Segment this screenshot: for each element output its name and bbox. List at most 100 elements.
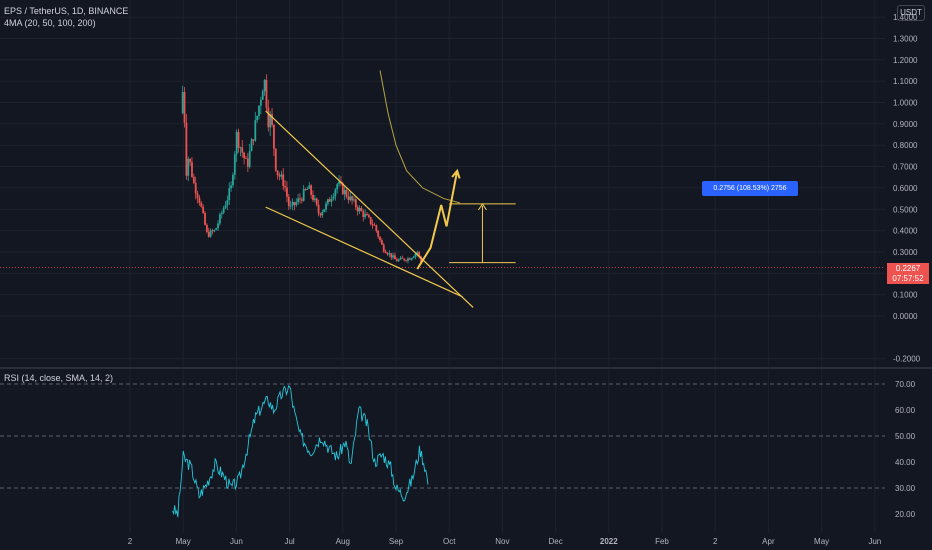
- candle-body: [343, 190, 346, 195]
- candle-body: [273, 124, 275, 149]
- time-tick-label: Jun: [868, 537, 881, 546]
- rsi-legend[interactable]: RSI (14, close, SMA, 14, 2): [4, 373, 114, 383]
- price-tick-label: 0.6000: [893, 184, 918, 193]
- candle-body: [232, 174, 234, 186]
- candle-body: [397, 259, 400, 262]
- projection-path: [416, 170, 459, 270]
- candle-body: [202, 206, 205, 213]
- symbol-title[interactable]: EPS / TetherUS, 1D, BINANCE: [4, 6, 129, 16]
- candle-body: [306, 188, 309, 190]
- candle-body: [379, 236, 381, 241]
- candle-body: [300, 199, 303, 201]
- candle-body: [271, 114, 273, 125]
- rsi-tick-label: 50.00: [895, 432, 916, 441]
- candle-body: [181, 91, 184, 114]
- candle-body: [230, 185, 232, 189]
- rsi-axis[interactable]: 20.00 30.00 40.00 50.00 60.00 70.00: [895, 380, 916, 519]
- candle-body: [282, 174, 285, 186]
- candle-body: [375, 225, 378, 231]
- candle-body: [334, 189, 337, 197]
- price-range-measure[interactable]: [449, 203, 516, 264]
- price-tick-label: 0.0000: [893, 312, 918, 321]
- candle-body: [263, 79, 266, 92]
- candle-body: [205, 224, 208, 232]
- candle-body: [228, 188, 231, 201]
- candle-body: [341, 183, 344, 195]
- candle-body: [245, 158, 247, 159]
- candle-body: [269, 114, 272, 128]
- candle-body: [381, 240, 383, 245]
- candle-body: [364, 214, 367, 218]
- candle-body: [278, 175, 281, 177]
- candle-body: [388, 253, 391, 255]
- price-candles: [181, 74, 422, 265]
- candle-body: [200, 202, 203, 207]
- candle-body: [313, 198, 316, 201]
- time-tick-label: 2: [128, 537, 133, 546]
- candle-body: [360, 208, 363, 212]
- candle-body: [295, 202, 298, 205]
- candle-body: [401, 257, 404, 259]
- price-tick-label: 0.8000: [893, 141, 918, 150]
- price-tick-label: 1.0000: [893, 99, 918, 108]
- candle-body: [252, 139, 255, 141]
- candle-body: [259, 99, 262, 106]
- candle-body: [239, 147, 242, 149]
- candle-body: [373, 225, 376, 226]
- candle-body: [328, 199, 331, 202]
- candle-body: [194, 182, 197, 194]
- candle-body: [356, 207, 359, 212]
- candle-body: [287, 196, 290, 207]
- time-axis[interactable]: 2 May Jun Jul Aug Sep Oct Nov Dec 2022 Feb 2 Apr May J…: [128, 537, 881, 546]
- candle-body: [399, 257, 402, 260]
- candle-body: [371, 223, 374, 226]
- candle-body: [265, 79, 268, 108]
- candle-body: [289, 205, 292, 207]
- wedge-lower-line: [265, 206, 463, 298]
- candle-body: [332, 196, 335, 199]
- ma-legend[interactable]: 4MA (20, 50, 100, 200): [4, 18, 96, 28]
- time-tick-label: Oct: [443, 537, 456, 546]
- candle-body: [250, 139, 253, 152]
- time-tick-label: Dec: [548, 537, 562, 546]
- rsi-tick-label: 60.00: [895, 406, 916, 415]
- candle-body: [323, 209, 326, 212]
- currency-button[interactable]: USDT: [897, 5, 925, 21]
- candle-body: [418, 252, 421, 257]
- candle-body: [220, 212, 223, 215]
- price-tick-label: 1.3000: [893, 34, 918, 43]
- candle-body: [258, 105, 260, 116]
- candle-body: [366, 214, 368, 216]
- candle-body: [276, 170, 279, 176]
- candle-body: [369, 217, 372, 224]
- time-tick-label: 2022: [600, 537, 618, 546]
- price-tick-label: 0.9000: [893, 120, 918, 129]
- candle-body: [204, 212, 206, 225]
- candle-body: [217, 223, 219, 229]
- moving-average-line: [379, 70, 460, 204]
- candle-body: [414, 253, 417, 257]
- candle-body: [209, 230, 212, 237]
- price-axis[interactable]: -0.20000.00000.10000.20000.30000.40000.5…: [893, 13, 921, 364]
- candle-body: [408, 258, 411, 260]
- grid-lines: [0, 0, 885, 533]
- candle-body: [390, 253, 393, 258]
- candle-body: [349, 196, 352, 201]
- measure-label: 0.2756 (108.53%) 2756: [702, 181, 798, 196]
- falling-wedge-pattern: [265, 110, 474, 308]
- rsi-tick-label: 70.00: [895, 380, 916, 389]
- candle-body: [386, 253, 389, 255]
- time-tick-label: May: [176, 537, 191, 546]
- candle-body: [286, 187, 288, 197]
- candle-body: [358, 208, 361, 212]
- candle-body: [219, 214, 221, 224]
- candle-body: [308, 185, 311, 189]
- candle-body: [338, 181, 340, 185]
- time-tick-label: Apr: [762, 537, 775, 546]
- candle-body: [291, 202, 294, 206]
- candle-body: [254, 120, 257, 141]
- candle-body: [256, 115, 259, 121]
- candle-body: [315, 198, 318, 205]
- time-tick-label: Feb: [655, 537, 669, 546]
